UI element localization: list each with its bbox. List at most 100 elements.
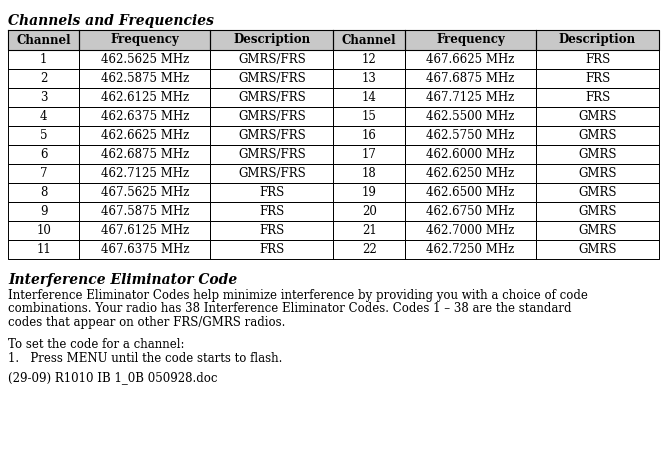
Text: GMRS: GMRS	[578, 186, 617, 199]
Text: 18: 18	[362, 167, 377, 180]
Text: 462.6750 MHz: 462.6750 MHz	[426, 205, 515, 218]
Text: FRS: FRS	[585, 91, 610, 104]
Text: FRS: FRS	[259, 186, 285, 199]
Bar	[79, 164, 211, 183]
Text: 462.5500 MHz: 462.5500 MHz	[426, 110, 515, 123]
Bar	[8, 145, 79, 164]
Text: Frequency: Frequency	[111, 34, 179, 47]
Text: Interference Eliminator Code: Interference Eliminator Code	[8, 273, 237, 287]
Text: 5: 5	[40, 129, 47, 142]
Text: GMRS/FRS: GMRS/FRS	[238, 53, 306, 66]
Bar	[334, 69, 405, 88]
Bar	[405, 107, 536, 126]
Text: 14: 14	[362, 91, 377, 104]
Bar	[79, 107, 211, 126]
Bar	[8, 164, 79, 183]
Bar	[79, 30, 211, 50]
Text: 467.6625 MHz: 467.6625 MHz	[426, 53, 515, 66]
Text: 19: 19	[362, 186, 377, 199]
Bar	[211, 88, 334, 107]
Bar	[334, 164, 405, 183]
Bar	[405, 240, 536, 259]
Bar	[8, 30, 79, 50]
Bar	[8, 183, 79, 202]
Bar	[211, 240, 334, 259]
Text: Description: Description	[559, 34, 636, 47]
Text: 462.6250 MHz: 462.6250 MHz	[426, 167, 514, 180]
Text: FRS: FRS	[585, 53, 610, 66]
Text: combinations. Your radio has 38 Interference Eliminator Codes. Codes 1 – 38 are : combinations. Your radio has 38 Interfer…	[8, 303, 572, 316]
Text: 467.6125 MHz: 467.6125 MHz	[101, 224, 189, 237]
Text: 7: 7	[40, 167, 47, 180]
Text: 4: 4	[40, 110, 47, 123]
Bar	[211, 107, 334, 126]
Bar	[211, 30, 334, 50]
Bar	[405, 202, 536, 221]
Text: 462.6625 MHz: 462.6625 MHz	[101, 129, 189, 142]
Text: 462.6375 MHz: 462.6375 MHz	[101, 110, 189, 123]
Bar	[79, 145, 211, 164]
Bar	[405, 164, 536, 183]
Bar	[334, 30, 405, 50]
Text: GMRS/FRS: GMRS/FRS	[238, 72, 306, 85]
Bar	[536, 183, 659, 202]
Text: 3: 3	[40, 91, 47, 104]
Text: Frequency: Frequency	[436, 34, 505, 47]
Text: GMRS: GMRS	[578, 129, 617, 142]
Bar	[211, 50, 334, 69]
Text: 467.7125 MHz: 467.7125 MHz	[426, 91, 514, 104]
Text: 8: 8	[40, 186, 47, 199]
Bar	[405, 50, 536, 69]
Text: GMRS/FRS: GMRS/FRS	[238, 129, 306, 142]
Bar	[334, 88, 405, 107]
Bar	[79, 221, 211, 240]
Bar	[8, 202, 79, 221]
Text: (29-09) R1010 IB 1_0B 050928.doc: (29-09) R1010 IB 1_0B 050928.doc	[8, 371, 217, 384]
Text: 462.6500 MHz: 462.6500 MHz	[426, 186, 515, 199]
Bar	[536, 145, 659, 164]
Bar	[211, 145, 334, 164]
Bar	[405, 88, 536, 107]
Bar	[536, 240, 659, 259]
Text: 467.5625 MHz: 467.5625 MHz	[101, 186, 189, 199]
Text: 16: 16	[362, 129, 377, 142]
Text: 2: 2	[40, 72, 47, 85]
Bar	[405, 145, 536, 164]
Bar	[536, 50, 659, 69]
Bar	[536, 202, 659, 221]
Text: 462.7125 MHz: 462.7125 MHz	[101, 167, 189, 180]
Text: 13: 13	[362, 72, 377, 85]
Bar	[334, 240, 405, 259]
Bar	[334, 126, 405, 145]
Text: 462.7000 MHz: 462.7000 MHz	[426, 224, 515, 237]
Bar	[405, 221, 536, 240]
Text: 21: 21	[362, 224, 377, 237]
Text: 20: 20	[362, 205, 377, 218]
Bar	[334, 183, 405, 202]
Bar	[536, 69, 659, 88]
Text: Interference Eliminator Codes help minimize interference by providing you with a: Interference Eliminator Codes help minim…	[8, 289, 588, 302]
Text: 6: 6	[40, 148, 47, 161]
Bar	[536, 107, 659, 126]
Text: GMRS/FRS: GMRS/FRS	[238, 167, 306, 180]
Text: 1: 1	[40, 53, 47, 66]
Bar	[536, 221, 659, 240]
Bar	[211, 126, 334, 145]
Text: GMRS/FRS: GMRS/FRS	[238, 148, 306, 161]
Text: 467.6875 MHz: 467.6875 MHz	[426, 72, 515, 85]
Text: FRS: FRS	[259, 224, 285, 237]
Text: GMRS/FRS: GMRS/FRS	[238, 110, 306, 123]
Bar	[405, 183, 536, 202]
Text: 17: 17	[362, 148, 377, 161]
Bar	[79, 88, 211, 107]
Text: 462.5625 MHz: 462.5625 MHz	[101, 53, 189, 66]
Bar	[79, 69, 211, 88]
Text: 462.6000 MHz: 462.6000 MHz	[426, 148, 515, 161]
Text: 462.7250 MHz: 462.7250 MHz	[426, 243, 514, 256]
Bar	[334, 221, 405, 240]
Bar	[8, 126, 79, 145]
Bar	[8, 240, 79, 259]
Bar	[211, 164, 334, 183]
Text: 462.5750 MHz: 462.5750 MHz	[426, 129, 515, 142]
Text: 462.6875 MHz: 462.6875 MHz	[101, 148, 189, 161]
